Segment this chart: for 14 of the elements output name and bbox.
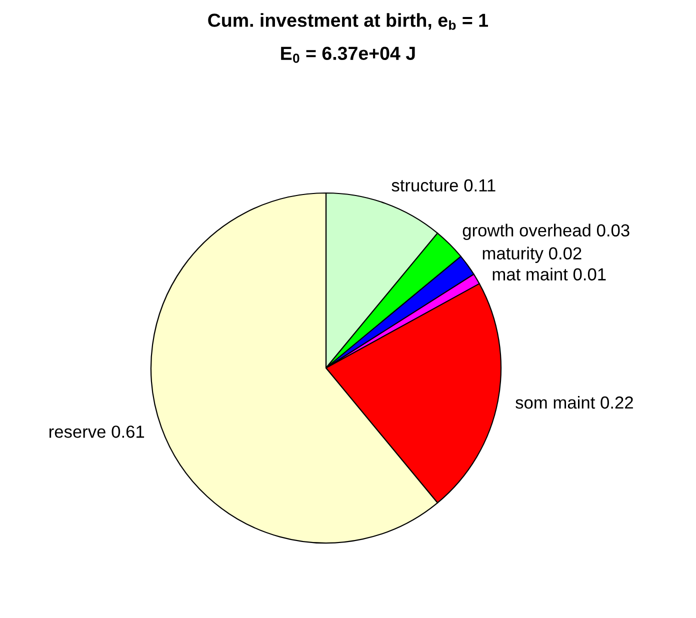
slice-label: reserve bbox=[50, 428, 106, 438]
slice-label: structure bbox=[392, 180, 458, 192]
slice-label: mat maint bbox=[492, 268, 568, 281]
slice-label: maturity bbox=[482, 246, 544, 263]
slice-label: som maint bbox=[516, 396, 596, 409]
data-label: 0.03 bbox=[596, 224, 630, 237]
data-label: 0.02 bbox=[549, 247, 582, 260]
data-label: 0.22 bbox=[600, 396, 633, 409]
data-label: 0.11 bbox=[464, 179, 496, 192]
data-label: 0.61 bbox=[112, 426, 144, 438]
data-label: 0.01 bbox=[573, 268, 606, 281]
chart-title: Cum. investment at birth, e$_{b}$ = 1 bbox=[208, 13, 488, 30]
slice-label: growth overhead bbox=[462, 224, 590, 240]
chart-subtitle: E$_{0}$ = 6.37e+04 J bbox=[281, 46, 415, 63]
